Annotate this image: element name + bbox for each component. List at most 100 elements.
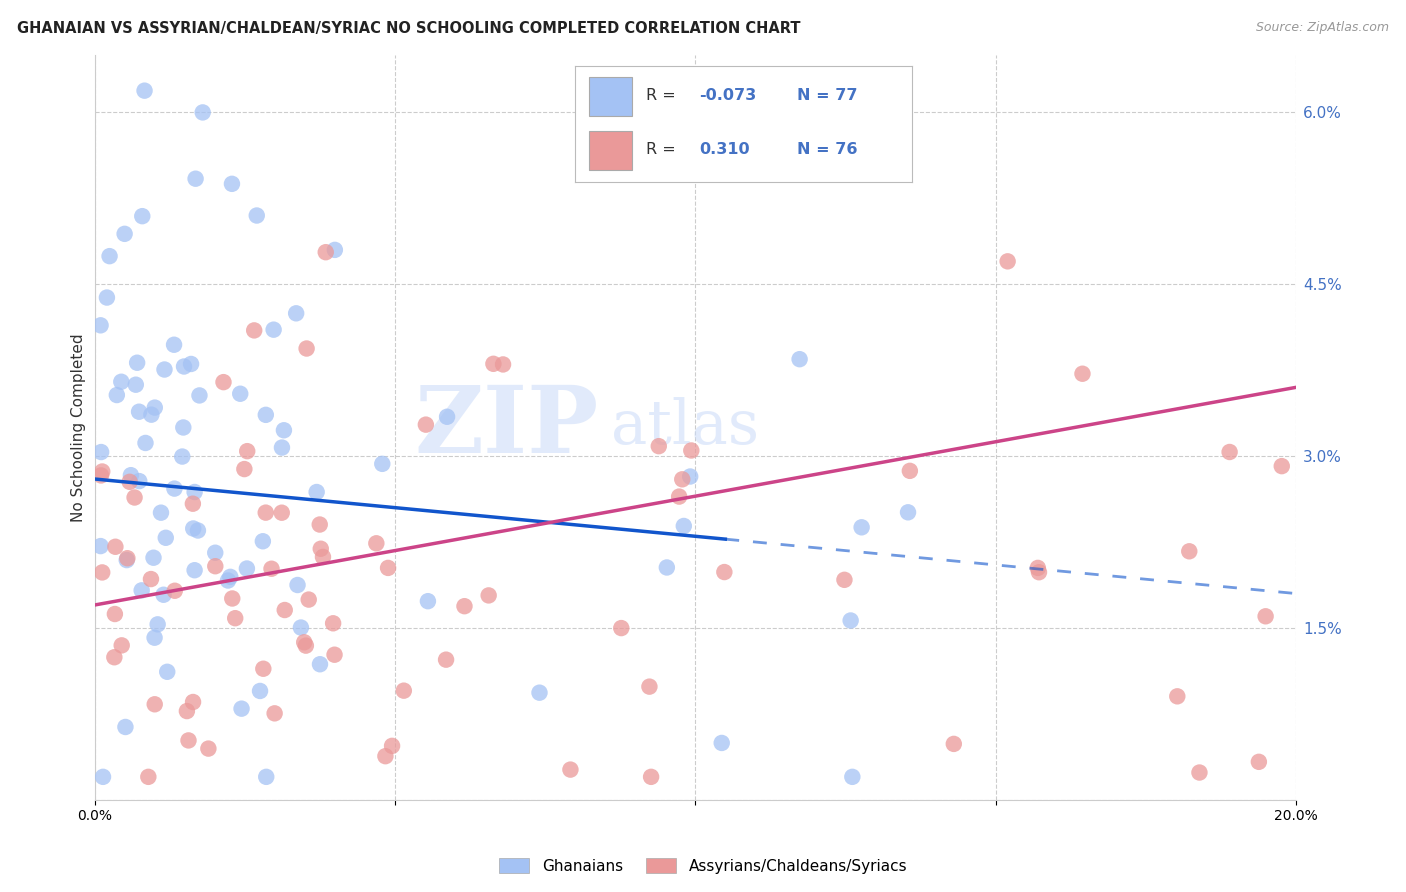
Point	[155, 531, 177, 545]
Point	[90, 539, 112, 553]
Point	[254, 770, 277, 784]
Point	[672, 519, 695, 533]
Point	[150, 506, 173, 520]
Point	[308, 517, 330, 532]
Point	[236, 561, 259, 575]
Point	[217, 574, 239, 588]
Point	[381, 739, 404, 753]
Point	[298, 592, 321, 607]
Point	[156, 665, 179, 679]
Point	[671, 472, 693, 486]
Point	[221, 177, 243, 191]
Point	[180, 357, 202, 371]
Point	[91, 566, 114, 580]
Point	[560, 763, 582, 777]
Point	[273, 423, 295, 437]
Point	[96, 291, 118, 305]
Point	[254, 506, 277, 520]
Point	[322, 616, 344, 631]
Point	[295, 342, 318, 356]
Point	[141, 408, 163, 422]
Point	[478, 589, 501, 603]
Point	[1188, 765, 1211, 780]
Point	[120, 468, 142, 483]
Point	[292, 635, 315, 649]
Point	[90, 318, 112, 333]
Point	[125, 377, 148, 392]
Point	[181, 521, 204, 535]
Point	[91, 465, 114, 479]
Point	[172, 420, 194, 434]
Legend: Ghanaians, Assyrians/Chaldeans/Syriacs: Ghanaians, Assyrians/Chaldeans/Syriacs	[492, 852, 914, 880]
Point	[668, 490, 690, 504]
Point	[434, 653, 457, 667]
Point	[1271, 459, 1294, 474]
Point	[127, 356, 149, 370]
Point	[260, 562, 283, 576]
Point	[254, 408, 277, 422]
Point	[143, 698, 166, 712]
Point	[152, 588, 174, 602]
Point	[236, 444, 259, 458]
Point	[1178, 544, 1201, 558]
Point	[713, 565, 735, 579]
Point	[610, 621, 633, 635]
Text: GHANAIAN VS ASSYRIAN/CHALDEAN/SYRIAC NO SCHOOLING COMPLETED CORRELATION CHART: GHANAIAN VS ASSYRIAN/CHALDEAN/SYRIAC NO …	[17, 21, 800, 36]
Point	[183, 485, 205, 500]
Point	[482, 357, 505, 371]
Point	[312, 549, 335, 564]
Point	[172, 450, 194, 464]
Point	[1028, 565, 1050, 579]
Y-axis label: No Schooling Completed: No Schooling Completed	[72, 333, 86, 522]
Point	[142, 550, 165, 565]
Point	[679, 469, 702, 483]
Point	[851, 520, 873, 534]
Point	[128, 405, 150, 419]
Point	[252, 534, 274, 549]
Point	[134, 84, 156, 98]
Point	[263, 323, 285, 337]
Point	[492, 358, 515, 372]
Point	[371, 457, 394, 471]
Point	[1219, 445, 1241, 459]
Point	[323, 243, 346, 257]
Point	[710, 736, 733, 750]
Text: ZIP: ZIP	[415, 383, 599, 473]
Point	[105, 388, 128, 402]
Point	[655, 560, 678, 574]
Point	[117, 551, 139, 566]
Point	[177, 733, 200, 747]
Point	[224, 611, 246, 625]
Point	[789, 352, 811, 367]
Point	[295, 639, 318, 653]
Point	[263, 706, 285, 721]
Point	[997, 254, 1019, 268]
Point	[104, 540, 127, 554]
Point	[1247, 755, 1270, 769]
Point	[184, 171, 207, 186]
Point	[315, 245, 337, 260]
Point	[305, 485, 328, 500]
Point	[111, 639, 134, 653]
Point	[131, 583, 153, 598]
Point	[309, 541, 332, 556]
Point	[252, 662, 274, 676]
Point	[204, 559, 226, 574]
Point	[187, 524, 209, 538]
Point	[138, 770, 160, 784]
Text: Source: ZipAtlas.com: Source: ZipAtlas.com	[1256, 21, 1389, 34]
Point	[377, 561, 399, 575]
Point	[183, 563, 205, 577]
Point	[285, 306, 308, 320]
Point	[221, 591, 243, 606]
Point	[110, 375, 132, 389]
Point	[191, 105, 214, 120]
Point	[374, 749, 396, 764]
Point	[91, 770, 114, 784]
Point	[163, 482, 186, 496]
Point	[638, 680, 661, 694]
Point	[146, 617, 169, 632]
Point	[274, 603, 297, 617]
Point	[90, 468, 112, 483]
Point	[246, 209, 269, 223]
